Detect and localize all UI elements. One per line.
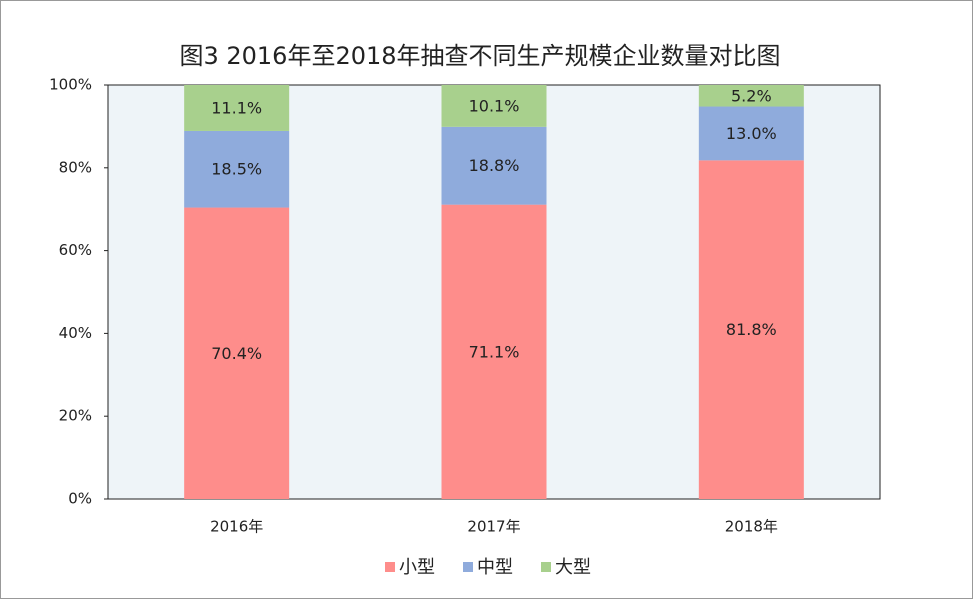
y-tick-label: 60% xyxy=(59,241,92,259)
value-label: 10.1% xyxy=(469,96,520,115)
value-label: 71.1% xyxy=(469,342,520,361)
y-tick-label: 100% xyxy=(49,76,92,94)
y-tick-label: 40% xyxy=(59,324,92,342)
bar-segment xyxy=(184,207,290,499)
y-tick-label: 0% xyxy=(68,490,92,508)
value-label: 18.5% xyxy=(211,160,262,179)
legend-label: 中型 xyxy=(477,557,513,578)
bar-segment xyxy=(441,85,547,127)
bar-segment xyxy=(441,204,547,499)
chart-title: 图3 2016年至2018年抽查不同生产规模企业数量对比图 xyxy=(179,42,780,70)
value-label: 81.8% xyxy=(726,320,777,339)
bar-segment xyxy=(184,85,290,131)
value-label: 11.1% xyxy=(211,98,262,117)
bar-segment xyxy=(184,130,290,208)
bar-segment xyxy=(441,126,547,205)
value-label: 18.8% xyxy=(469,156,520,175)
y-tick-label: 20% xyxy=(59,407,92,425)
legend-swatch xyxy=(463,562,473,572)
legend-label: 小型 xyxy=(399,557,435,578)
legend-label: 大型 xyxy=(555,557,591,578)
x-tick-label: 2017年 xyxy=(467,518,520,536)
value-label: 13.0% xyxy=(726,124,777,143)
bar-segment xyxy=(698,106,804,161)
legend-swatch xyxy=(385,562,395,572)
legend-swatch xyxy=(541,562,551,572)
bar-segment xyxy=(698,85,804,107)
bar-segment xyxy=(698,160,804,499)
value-label: 70.4% xyxy=(211,344,262,363)
x-tick-label: 2016年 xyxy=(210,518,263,536)
y-tick-label: 80% xyxy=(59,158,92,176)
x-tick-label: 2018年 xyxy=(725,518,778,536)
value-label: 5.2% xyxy=(731,86,772,105)
